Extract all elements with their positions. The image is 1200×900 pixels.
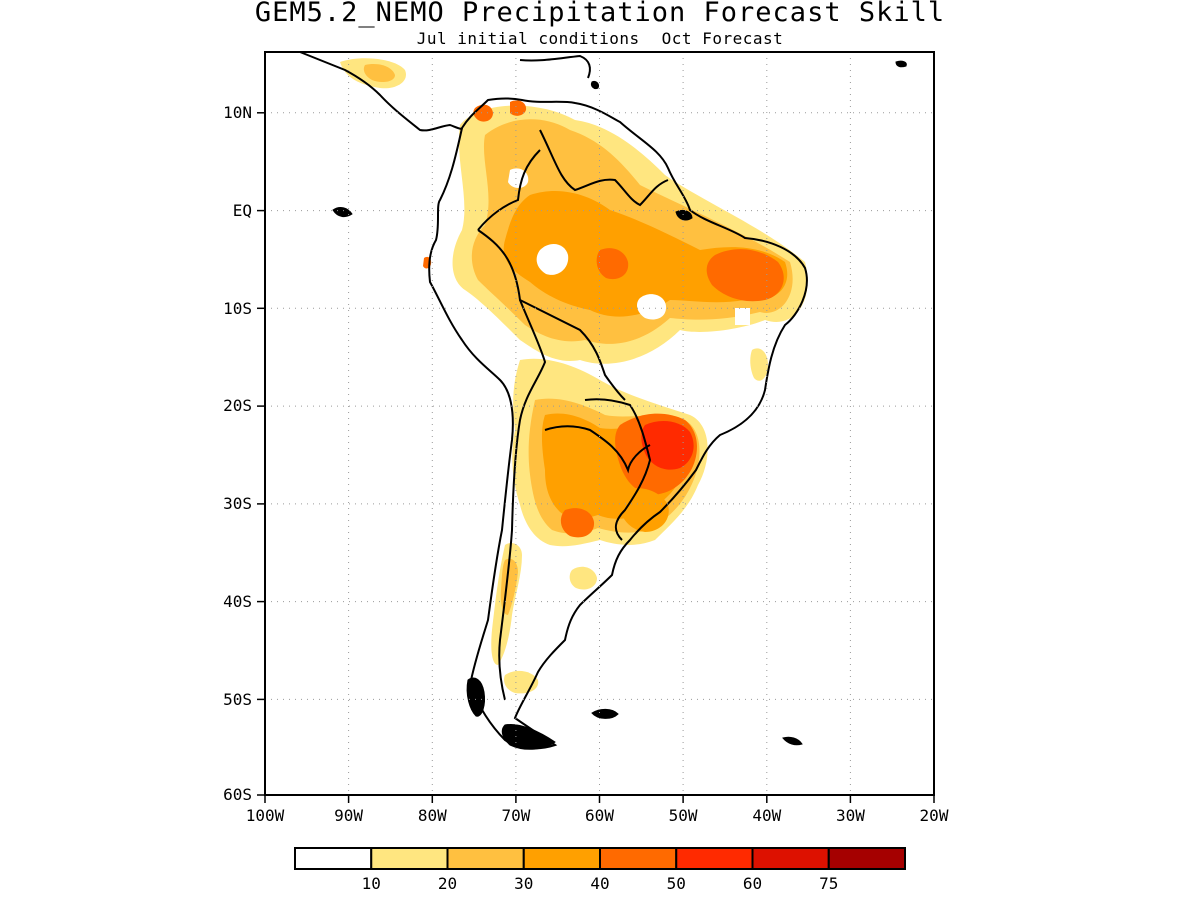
island-marajo <box>675 209 693 221</box>
skill-patch-central-america-core <box>363 64 395 83</box>
colorbar-swatch-5 <box>675 847 754 870</box>
colorbar-label-60: 60 <box>743 874 762 893</box>
colorbar: 10 20 30 40 50 60 75 <box>294 847 906 893</box>
colorbar-label-20: 20 <box>438 874 457 893</box>
colorbar-label-10: 10 <box>362 874 381 893</box>
lon-label-40W: 40W <box>752 806 781 825</box>
colorbar-swatch-3 <box>522 847 601 870</box>
skill-patch-argentina-east <box>569 566 597 590</box>
coastlines <box>299 51 808 750</box>
border-guianas <box>539 129 669 207</box>
lon-tick-labels: 100W 90W 80W 70W 60W 50W 40W 30W 20W <box>246 806 949 825</box>
skill-patch-southeast-core <box>641 420 694 470</box>
colorbar-label-40: 40 <box>590 874 609 893</box>
lon-label-70W: 70W <box>501 806 530 825</box>
colorbar-label-75: 75 <box>819 874 838 893</box>
map-title: GEM5.2_NEMO Precipitation Forecast Skill <box>254 0 946 28</box>
border-brazil-south <box>584 398 652 541</box>
island-trinidad <box>591 81 599 89</box>
subtitle-forecast-month: Oct Forecast <box>661 29 784 48</box>
skill-field <box>340 58 808 694</box>
lat-label-40S: 40S <box>223 592 252 611</box>
skill-hole-3 <box>735 308 750 325</box>
lon-label-20W: 20W <box>920 806 949 825</box>
colorbar-swatch-7 <box>827 847 906 870</box>
lat-label-10S: 10S <box>223 299 252 318</box>
lon-label-60W: 60W <box>585 806 614 825</box>
border-paraguay <box>544 425 651 474</box>
skill-patch-caribbean-coast-2 <box>510 100 527 116</box>
subtitle-initial-conditions: Jul initial conditions <box>416 29 640 48</box>
island-falklands <box>591 708 619 719</box>
lat-label-60S: 60S <box>223 785 252 804</box>
colorbar-swatch-1 <box>370 847 449 870</box>
island-south-georgia <box>782 736 803 746</box>
skill-patch-east-brazil <box>750 348 768 381</box>
lat-label-20S: 20S <box>223 396 252 415</box>
skill-hole-2 <box>637 294 667 320</box>
skill-patch-argentina-spot <box>560 508 595 538</box>
colorbar-label-50: 50 <box>667 874 686 893</box>
border-colombia <box>477 149 541 231</box>
coastline-caribbean <box>519 54 591 79</box>
lat-tick-labels: 10N EQ 10S 20S 30S 40S 50S 60S <box>223 103 252 804</box>
skill-patch-amazon-spot <box>596 248 629 280</box>
lon-label-50W: 50W <box>669 806 698 825</box>
lon-label-100W: 100W <box>246 806 285 825</box>
colorbar-swatch-2 <box>446 847 525 870</box>
tick-marks <box>257 112 935 803</box>
lon-label-90W: 90W <box>334 806 363 825</box>
colorbar-swatch-4 <box>599 847 678 870</box>
lat-label-50S: 50S <box>223 690 252 709</box>
border-andes <box>498 299 547 701</box>
lat-label-30S: 30S <box>223 494 252 513</box>
map-subtitle: Jul initial conditions Oct Forecast <box>0 29 1200 48</box>
colorbar-swatch-0 <box>294 847 373 870</box>
island-galapagos <box>332 206 353 218</box>
lon-label-30W: 30W <box>836 806 865 825</box>
island-atlantic-ne <box>895 60 907 68</box>
lon-label-80W: 80W <box>418 806 447 825</box>
island-chiloe-archipelago <box>466 677 485 717</box>
lat-label-10N: 10N <box>223 103 252 122</box>
coastline-south-america <box>428 97 808 750</box>
lat-label-EQ: EQ <box>233 201 252 220</box>
skill-patch-northeast-core <box>706 249 784 302</box>
skill-hole-1 <box>536 243 569 275</box>
island-tierra-del-fuego <box>501 723 556 750</box>
border-brazil-west <box>477 229 626 401</box>
coastline-central-america <box>299 51 463 132</box>
colorbar-swatch-6 <box>751 847 830 870</box>
colorbar-label-30: 30 <box>514 874 533 893</box>
